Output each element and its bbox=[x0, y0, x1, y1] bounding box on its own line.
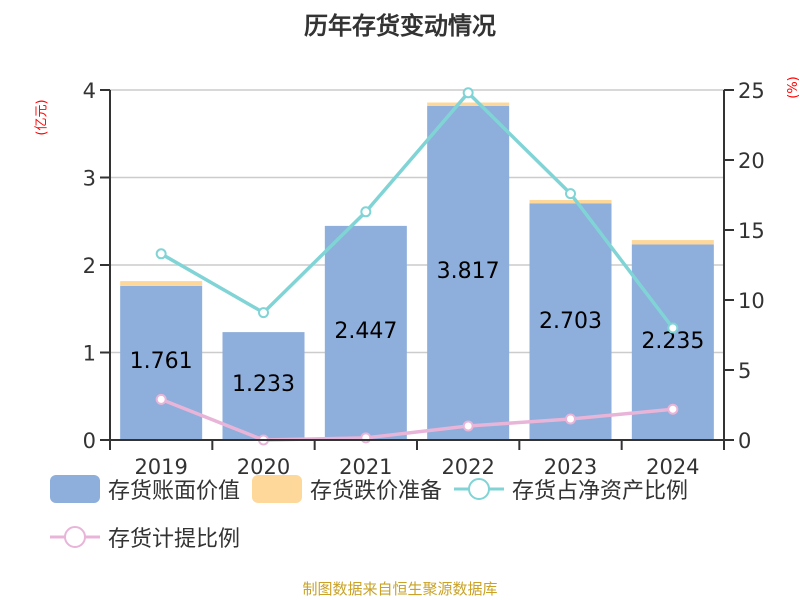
provision-ratio-point bbox=[462, 420, 474, 432]
bar-value-label: 1.761 bbox=[130, 349, 193, 374]
legend-item-provision-ratio[interactable]: 存货计提比例 bbox=[50, 521, 240, 553]
right-axis-tick-label: 25 bbox=[738, 79, 765, 103]
bar-book-value bbox=[324, 225, 407, 440]
legend-item-impairment[interactable]: 存货跌价准备 bbox=[252, 473, 442, 505]
legend-label: 存货账面价值 bbox=[108, 479, 241, 504]
ratio-net-assets-point bbox=[667, 322, 679, 334]
ratio-net-assets-point bbox=[155, 248, 167, 260]
legend-line-circle-icon bbox=[454, 478, 505, 500]
legend-line-circle-icon bbox=[50, 526, 100, 548]
legend-label: 存货跌价准备 bbox=[310, 479, 443, 504]
right-axis-tick-label: 0 bbox=[738, 429, 751, 453]
right-axis-tick-label: 15 bbox=[738, 219, 765, 243]
provision-ratio-point bbox=[565, 413, 576, 425]
provision-ratio-point bbox=[360, 432, 372, 444]
x-axis-label: 2023 bbox=[544, 455, 597, 479]
left-axis-tick-label: 2 bbox=[83, 254, 96, 278]
bar-impairment bbox=[631, 240, 714, 245]
left-axis-tick-label: 3 bbox=[83, 167, 96, 191]
bar-impairment bbox=[427, 102, 510, 107]
right-axis-tick-label: 10 bbox=[738, 289, 765, 313]
legend-swatch-impairment bbox=[252, 475, 303, 503]
legend-swatch-book-value bbox=[50, 475, 100, 503]
bar-value-label: 2.447 bbox=[334, 319, 397, 344]
ratio-net-assets-point bbox=[565, 188, 576, 200]
legend-item-book-value[interactable]: 存货账面价值 bbox=[50, 473, 240, 505]
x-axis-label: 2022 bbox=[441, 455, 494, 479]
right-axis-tick-label: 20 bbox=[738, 149, 765, 173]
provision-ratio-point bbox=[155, 393, 167, 405]
provision-ratio-line bbox=[160, 397, 674, 442]
bar-book-value bbox=[529, 203, 612, 440]
x-axis-label: 2021 bbox=[339, 455, 392, 479]
bar-impairment bbox=[120, 281, 203, 286]
x-axis-label: 2024 bbox=[646, 455, 699, 479]
ratio-net-assets-point bbox=[462, 87, 474, 99]
legend: 存货账面价值 存货跌价准备 存货占净资产比例 存货计提比例 bbox=[50, 470, 770, 556]
bar-value-label: 1.233 bbox=[232, 372, 295, 397]
chart-title: 历年存货变动情况 bbox=[304, 12, 496, 40]
bar-book-value bbox=[427, 106, 510, 440]
ratio-net-assets-point bbox=[258, 307, 269, 319]
left-axis-tick-label: 1 bbox=[83, 342, 96, 366]
legend-item-ratio-net-assets[interactable]: 存货占净资产比例 bbox=[454, 473, 688, 505]
legend-label: 存货计提比例 bbox=[108, 527, 241, 552]
bar-book-value bbox=[222, 332, 305, 440]
right-axis-tick-label: 5 bbox=[738, 359, 751, 383]
bar-value-label: 3.817 bbox=[437, 259, 500, 284]
bar-value-label: 2.703 bbox=[539, 309, 602, 334]
bar-impairment bbox=[529, 199, 612, 204]
bar-book-value bbox=[120, 285, 203, 440]
x-axis-label: 2019 bbox=[134, 455, 187, 479]
data-source-note: 制图数据来自恒生聚源数据库 bbox=[302, 580, 498, 598]
ratio-net-assets-line bbox=[160, 90, 675, 330]
legend-label: 存货占净资产比例 bbox=[512, 479, 689, 504]
provision-ratio-point bbox=[667, 403, 679, 415]
left-axis-tick-label: 0 bbox=[83, 429, 96, 453]
ratio-net-assets-point bbox=[360, 206, 372, 218]
left-axis-tick-label: 4 bbox=[83, 79, 96, 103]
